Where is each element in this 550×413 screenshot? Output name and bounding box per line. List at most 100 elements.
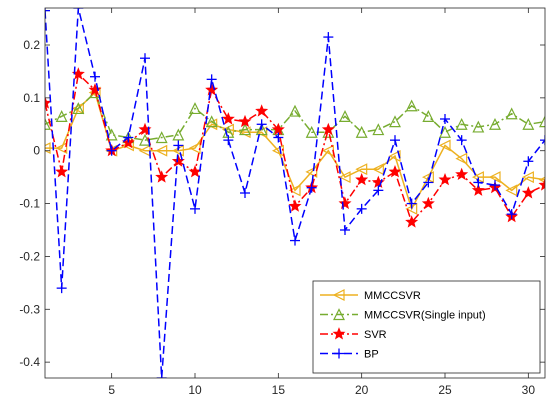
data-point-bp-12 <box>223 135 234 146</box>
data-point-mmccsvr-single-input-3 <box>72 102 85 115</box>
x-tick-label-10: 10 <box>188 383 202 397</box>
x-tick-label-5: 5 <box>108 383 115 397</box>
legend: MMCCSVR MMCCSVR(Single input) SVR BP <box>312 280 541 374</box>
data-point-bp-26 <box>456 135 467 146</box>
data-point-bp-28 <box>490 180 500 191</box>
data-point-bp-1 <box>45 8 50 16</box>
y-tick-label-2: -0.2 <box>19 249 40 263</box>
data-point-bp-21 <box>373 185 384 196</box>
data-point-mmccsvr-8 <box>155 144 168 157</box>
data-point-mmccsvr-single-input-10 <box>189 102 201 115</box>
data-point-mmccsvr-1 <box>45 142 51 155</box>
data-point-svr-4 <box>88 83 102 96</box>
legend-marker-svr <box>332 327 346 340</box>
data-point-bp-23 <box>406 198 417 209</box>
data-point-mmccsvr-20 <box>355 163 368 176</box>
data-point-mmccsvr-single-input-22 <box>389 115 401 128</box>
data-point-mmccsvr-single-input-30 <box>522 117 535 130</box>
data-point-mmccsvr-21 <box>371 163 384 176</box>
data-point-svr-23 <box>405 215 419 228</box>
data-point-mmccsvr-single-input-14 <box>255 123 268 136</box>
legend-label-mmccsvr-single-input: MMCCSVR(Single input) <box>364 310 486 322</box>
data-point-bp-6 <box>123 132 134 143</box>
plot-frame <box>44 7 546 379</box>
series-line-mmccsvr-single-input <box>45 91 545 141</box>
data-point-mmccsvr-28 <box>488 171 501 184</box>
data-point-mmccsvr-single-input-23 <box>405 99 418 112</box>
data-point-bp-9 <box>173 140 184 151</box>
data-point-bp-22 <box>390 135 400 146</box>
data-point-mmccsvr-16 <box>288 184 301 197</box>
legend-box <box>312 280 541 374</box>
data-point-bp-7 <box>140 53 150 64</box>
data-point-svr-16 <box>288 199 302 212</box>
data-point-mmccsvr-single-input-25 <box>439 125 451 138</box>
series-bp <box>45 8 545 378</box>
y-tick-label-3: -0.1 <box>19 197 40 211</box>
data-point-svr-24 <box>421 196 435 210</box>
data-point-mmccsvr-single-input-28 <box>489 117 501 130</box>
x-tick-label-15: 15 <box>272 383 286 397</box>
x-tick-label-30: 30 <box>522 383 536 397</box>
y-tick-label-5: 0.1 <box>23 91 40 105</box>
data-point-svr-2 <box>55 165 69 178</box>
legend-marker-mmccsvr <box>332 289 345 301</box>
y-tick-label-6: 0.2 <box>23 38 40 52</box>
data-point-mmccsvr-17 <box>305 165 318 178</box>
data-point-mmccsvr-30 <box>521 171 534 184</box>
data-point-bp-2 <box>56 283 67 294</box>
data-point-bp-8 <box>156 373 167 378</box>
data-point-svr-27 <box>471 183 485 196</box>
data-point-mmccsvr-single-input-16 <box>289 104 301 117</box>
data-point-svr-18 <box>321 122 335 136</box>
data-point-bp-25 <box>440 114 450 124</box>
data-point-mmccsvr-10 <box>188 142 201 155</box>
data-point-mmccsvr-single-input-5 <box>105 128 118 141</box>
data-point-mmccsvr-26 <box>455 152 468 165</box>
data-point-mmccsvr-single-input-21 <box>372 123 385 136</box>
data-point-bp-27 <box>473 177 484 188</box>
data-point-mmccsvr-single-input-8 <box>155 131 168 144</box>
data-point-mmccsvr-15 <box>271 144 284 157</box>
data-point-mmccsvr-single-input-13 <box>239 123 251 136</box>
axes: 5 10 15 20 25 30 -0.4 -0.3 -0.2 -0.1 0 0.1 0.2 <box>19 7 546 397</box>
data-point-bp-24 <box>423 177 434 188</box>
data-point-bp-18 <box>323 32 334 43</box>
plot-area <box>45 8 545 378</box>
data-point-mmccsvr-single-input-11 <box>205 115 218 128</box>
data-point-mmccsvr-single-input-9 <box>172 128 185 141</box>
data-point-bp-11 <box>206 74 217 85</box>
data-point-bp-3 <box>73 8 84 13</box>
data-point-bp-14 <box>256 119 267 130</box>
x-tick-label-20: 20 <box>355 383 369 397</box>
data-point-bp-4 <box>90 71 100 82</box>
data-point-svr-14 <box>255 104 269 117</box>
data-point-bp-15 <box>273 132 284 143</box>
data-point-bp-19 <box>340 225 350 235</box>
data-point-bp-5 <box>106 145 117 156</box>
data-point-svr-11 <box>205 83 219 96</box>
data-point-svr-13 <box>238 114 252 128</box>
data-point-mmccsvr-single-input-20 <box>355 125 368 138</box>
data-point-svr-8 <box>155 170 169 183</box>
data-point-mmccsvr-single-input-29 <box>505 107 518 120</box>
data-point-svr-20 <box>355 172 369 186</box>
data-point-svr-30 <box>521 186 535 199</box>
data-point-svr-21 <box>371 175 385 188</box>
data-point-mmccsvr-single-input-1 <box>45 117 51 130</box>
data-point-svr-12 <box>221 112 235 125</box>
data-point-mmccsvr-single-input-24 <box>422 110 435 122</box>
data-point-mmccsvr-19 <box>338 171 351 184</box>
data-point-svr-22 <box>388 165 402 178</box>
legend-label-bp: BP <box>364 349 379 361</box>
data-point-bp-30 <box>523 156 534 167</box>
x-tick-label-25: 25 <box>438 383 452 397</box>
data-point-bp-20 <box>356 203 367 214</box>
data-point-bp-31 <box>540 135 545 146</box>
data-point-mmccsvr-25 <box>438 139 451 152</box>
data-point-svr-25 <box>438 172 452 186</box>
data-point-mmccsvr-2 <box>55 142 68 155</box>
data-point-mmccsvr-single-input-7 <box>139 133 151 146</box>
data-point-mmccsvr-3 <box>71 102 84 115</box>
